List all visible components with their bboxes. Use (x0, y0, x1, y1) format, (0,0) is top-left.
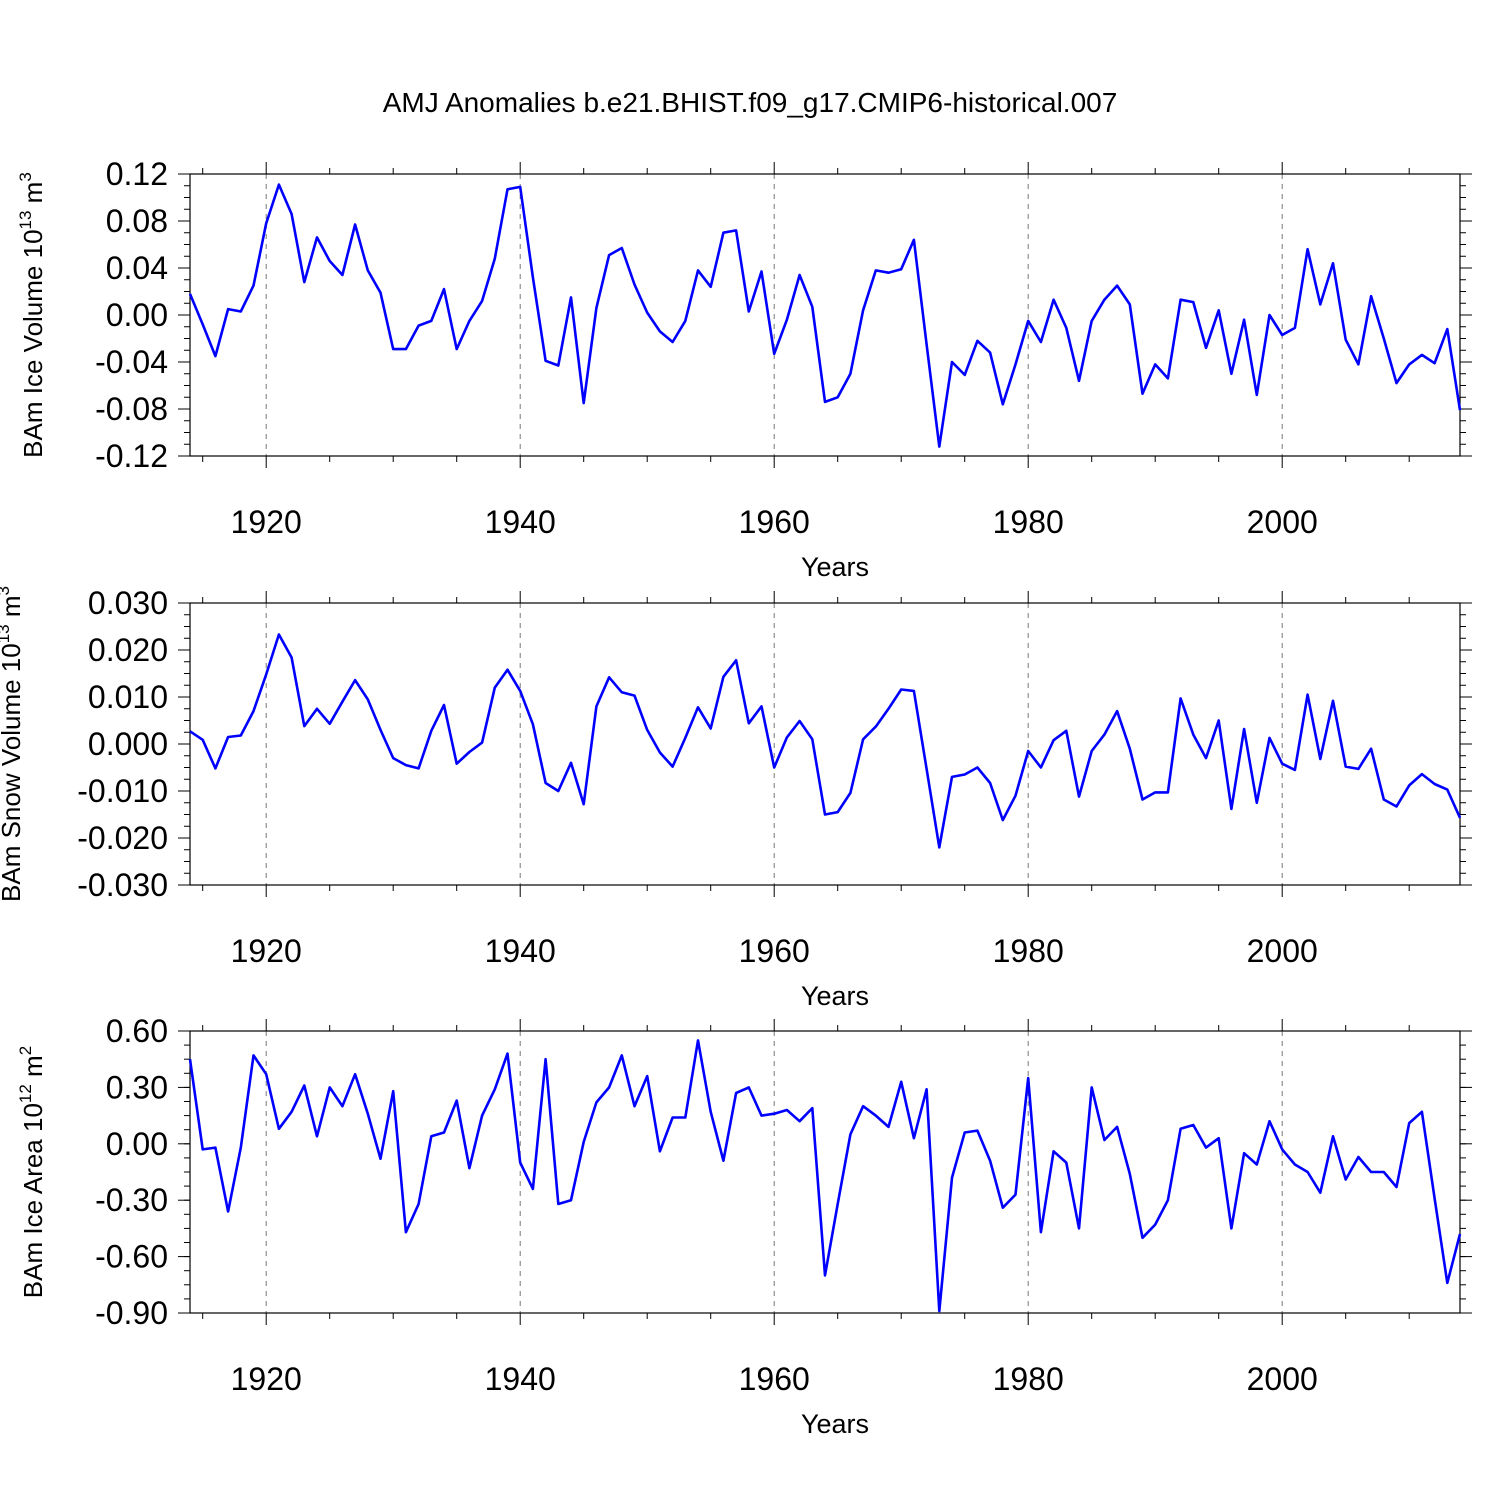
y-tick-label: 0.30 (106, 1069, 168, 1105)
panel-1: -0.12 -0.08 -0.04 0.00 0.04 0.08 0.12 1920 1940 1… (16, 156, 1472, 582)
x-tick-label-1980: 1980 (993, 504, 1064, 540)
y-tick-label: -0.30 (95, 1182, 168, 1218)
x-tick-label-1940: 1940 (485, 1361, 556, 1397)
y-axis-label: BAm Ice Area 1012 m2 (16, 1046, 48, 1298)
chart-title: AMJ Anomalies b.e21.BHIST.f09_g17.CMIP6-… (383, 87, 1118, 118)
x-tick-label-1980: 1980 (993, 1361, 1064, 1397)
y-tick-label: -0.020 (77, 820, 168, 856)
y-tick-label: 0.00 (106, 1126, 168, 1162)
y-tick-label: -0.90 (95, 1295, 168, 1331)
x-tick-label-1960: 1960 (739, 933, 810, 969)
y-tick-label: -0.030 (77, 867, 168, 903)
y-tick-label: 0.08 (106, 203, 168, 239)
y-tick-label: 0.04 (106, 250, 168, 286)
x-axis-label: Years (801, 1409, 869, 1439)
x-axis-label: Years (801, 552, 869, 582)
y-axis-label: BAm Snow Volume 1013 m3 (0, 586, 26, 902)
y-tick-label: 0.60 (106, 1013, 168, 1049)
y-tick-label: 0.030 (88, 585, 168, 621)
y-tick-label: 0.020 (88, 632, 168, 668)
y-tick-label: -0.08 (95, 391, 168, 427)
y-tick-label: 0.00 (106, 297, 168, 333)
y-tick-label: 0.000 (88, 726, 168, 762)
series-line (188, 1039, 1462, 1313)
panel-3: -0.90 -0.60 -0.30 0.00 0.30 0.60 1920 1940 1960 1… (16, 1013, 1472, 1439)
x-tick-label-1920: 1920 (231, 933, 302, 969)
panel-2: -0.030 -0.020 -0.010 0.000 0.010 0.020 0.030 19… (0, 585, 1472, 1011)
y-tick-label: 0.12 (106, 156, 168, 192)
series-line (189, 633, 1462, 849)
series-line (188, 183, 1462, 448)
y-tick-label: -0.60 (95, 1239, 168, 1275)
x-tick-label-1920: 1920 (231, 1361, 302, 1397)
x-tick-label-1960: 1960 (739, 504, 810, 540)
x-tick-label-1960: 1960 (739, 1361, 810, 1397)
y-tick-label: 0.010 (88, 679, 168, 715)
x-tick-label-2000: 2000 (1247, 933, 1318, 969)
y-tick-label: -0.12 (95, 438, 168, 474)
x-tick-label-1940: 1940 (485, 504, 556, 540)
y-tick-label: -0.010 (77, 773, 168, 809)
x-tick-label-2000: 2000 (1247, 1361, 1318, 1397)
x-tick-label-1940: 1940 (485, 933, 556, 969)
x-tick-label-2000: 2000 (1247, 504, 1318, 540)
y-tick-label: -0.04 (95, 344, 168, 380)
x-axis-label: Years (801, 981, 869, 1011)
x-tick-label-1920: 1920 (231, 504, 302, 540)
y-axis-label: BAm Ice Volume 1013 m3 (16, 172, 48, 458)
x-tick-label-1980: 1980 (993, 933, 1064, 969)
